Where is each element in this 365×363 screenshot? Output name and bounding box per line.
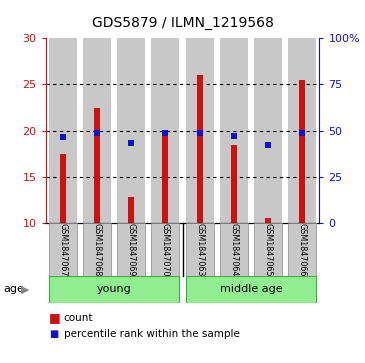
Text: GSM1847070: GSM1847070 xyxy=(161,223,170,276)
Bar xyxy=(49,276,180,303)
Text: age: age xyxy=(4,285,24,294)
Bar xyxy=(83,223,111,276)
Bar xyxy=(265,218,271,223)
Bar xyxy=(185,276,316,303)
Text: percentile rank within the sample: percentile rank within the sample xyxy=(64,329,240,339)
Text: ■: ■ xyxy=(49,329,58,339)
Text: ■: ■ xyxy=(49,311,61,324)
Bar xyxy=(117,38,145,223)
Bar xyxy=(220,38,248,223)
Bar xyxy=(94,107,100,223)
Bar xyxy=(231,144,237,223)
Text: GSM1847068: GSM1847068 xyxy=(92,223,101,276)
Text: GSM1847064: GSM1847064 xyxy=(229,223,238,276)
Bar xyxy=(162,132,169,223)
Text: GSM1847066: GSM1847066 xyxy=(298,223,307,276)
Text: GSM1847063: GSM1847063 xyxy=(195,223,204,276)
Bar xyxy=(185,38,214,223)
Bar xyxy=(128,197,134,223)
Bar xyxy=(59,154,66,223)
Bar xyxy=(49,223,77,276)
Bar xyxy=(220,223,248,276)
Bar xyxy=(254,38,282,223)
Bar xyxy=(196,75,203,223)
Text: middle age: middle age xyxy=(220,285,282,294)
Bar xyxy=(49,38,77,223)
Bar xyxy=(185,223,214,276)
Text: GSM1847065: GSM1847065 xyxy=(264,223,273,276)
Text: GSM1847069: GSM1847069 xyxy=(127,223,136,276)
Bar xyxy=(83,38,111,223)
Bar xyxy=(151,38,180,223)
Text: ▶: ▶ xyxy=(21,285,30,294)
Bar xyxy=(288,223,316,276)
Text: GSM1847067: GSM1847067 xyxy=(58,223,67,276)
Bar xyxy=(151,223,180,276)
Bar xyxy=(254,223,282,276)
Bar xyxy=(299,80,306,223)
Text: GDS5879 / ILMN_1219568: GDS5879 / ILMN_1219568 xyxy=(92,16,273,30)
Text: count: count xyxy=(64,313,93,323)
Bar xyxy=(117,223,145,276)
Text: young: young xyxy=(97,285,131,294)
Bar xyxy=(288,38,316,223)
